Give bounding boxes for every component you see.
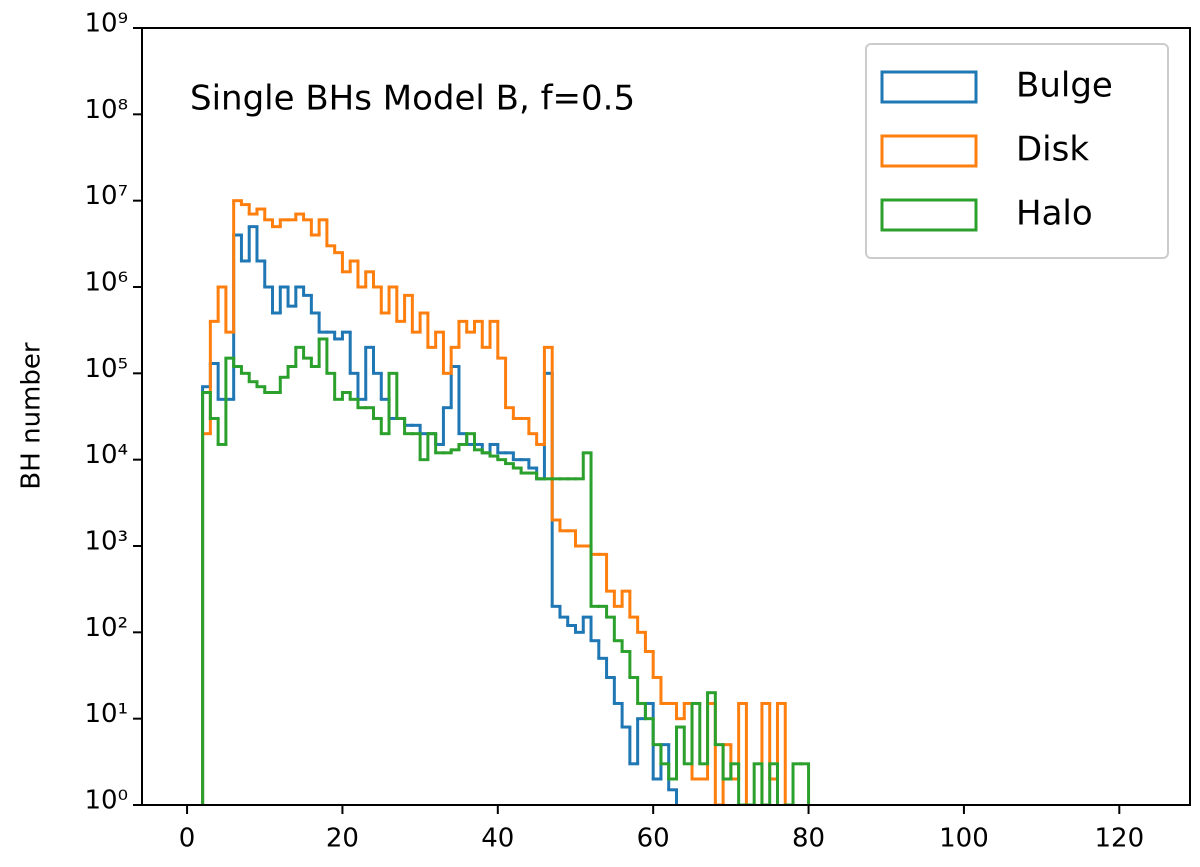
plot-area bbox=[201, 199, 811, 805]
legend-swatch bbox=[880, 134, 978, 168]
y-tick-label: 10² bbox=[84, 613, 128, 643]
legend-swatch bbox=[880, 198, 978, 232]
legend-label: Halo bbox=[1016, 194, 1093, 234]
legend-label: Disk bbox=[1016, 130, 1089, 170]
y-tick-label: 10⁶ bbox=[84, 268, 128, 298]
x-tick-label: 100 bbox=[939, 824, 989, 854]
legend-label: Bulge bbox=[1016, 66, 1113, 106]
y-tick-label: 10⁷ bbox=[84, 181, 128, 211]
annotation: Single BHs Model B, f=0.5 bbox=[190, 79, 635, 119]
legend-box bbox=[865, 43, 1169, 259]
x-tick-label: 20 bbox=[326, 824, 359, 854]
y-tick-label: 10¹ bbox=[84, 699, 128, 729]
y-tick-label: 10⁵ bbox=[84, 354, 128, 384]
y-axis-label: BH number bbox=[17, 342, 47, 489]
y-tick-label: 10⁴ bbox=[84, 440, 128, 470]
x-tick-label: 80 bbox=[792, 824, 825, 854]
x-tick-label: 0 bbox=[179, 824, 196, 854]
x-tick-label: 40 bbox=[481, 824, 514, 854]
x-tick-label: 120 bbox=[1094, 824, 1144, 854]
x-tick-label: 60 bbox=[637, 824, 670, 854]
y-tick-label: 10⁸ bbox=[84, 95, 128, 125]
y-tick-label: 10³ bbox=[84, 527, 128, 557]
y-tick-label: 10⁹ bbox=[84, 9, 128, 39]
y-tick-label: 10⁰ bbox=[84, 786, 128, 816]
axes-frame bbox=[141, 27, 1191, 806]
legend-swatch bbox=[880, 70, 978, 104]
